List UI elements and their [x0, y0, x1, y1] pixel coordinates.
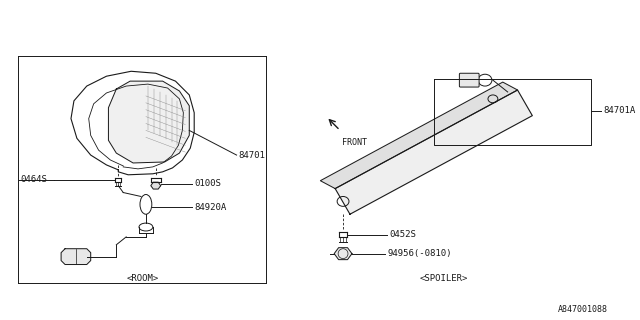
Text: 84920A: 84920A: [194, 203, 227, 212]
Polygon shape: [108, 81, 189, 163]
Text: FRONT: FRONT: [342, 138, 367, 147]
Text: 0464S: 0464S: [20, 175, 47, 184]
FancyBboxPatch shape: [460, 73, 479, 87]
Text: <ROOM>: <ROOM>: [127, 274, 159, 283]
Text: 0100S: 0100S: [194, 179, 221, 188]
Polygon shape: [61, 249, 91, 265]
Text: <SPOILER>: <SPOILER>: [419, 274, 468, 283]
Polygon shape: [151, 182, 161, 189]
Text: 84701: 84701: [239, 151, 266, 160]
Text: 84701A: 84701A: [604, 106, 636, 115]
Polygon shape: [334, 248, 352, 260]
Text: A847001088: A847001088: [558, 305, 608, 314]
Polygon shape: [335, 90, 532, 214]
Polygon shape: [321, 82, 518, 188]
Text: 94956(-0810): 94956(-0810): [387, 249, 452, 258]
Text: 0452S: 0452S: [389, 230, 416, 239]
